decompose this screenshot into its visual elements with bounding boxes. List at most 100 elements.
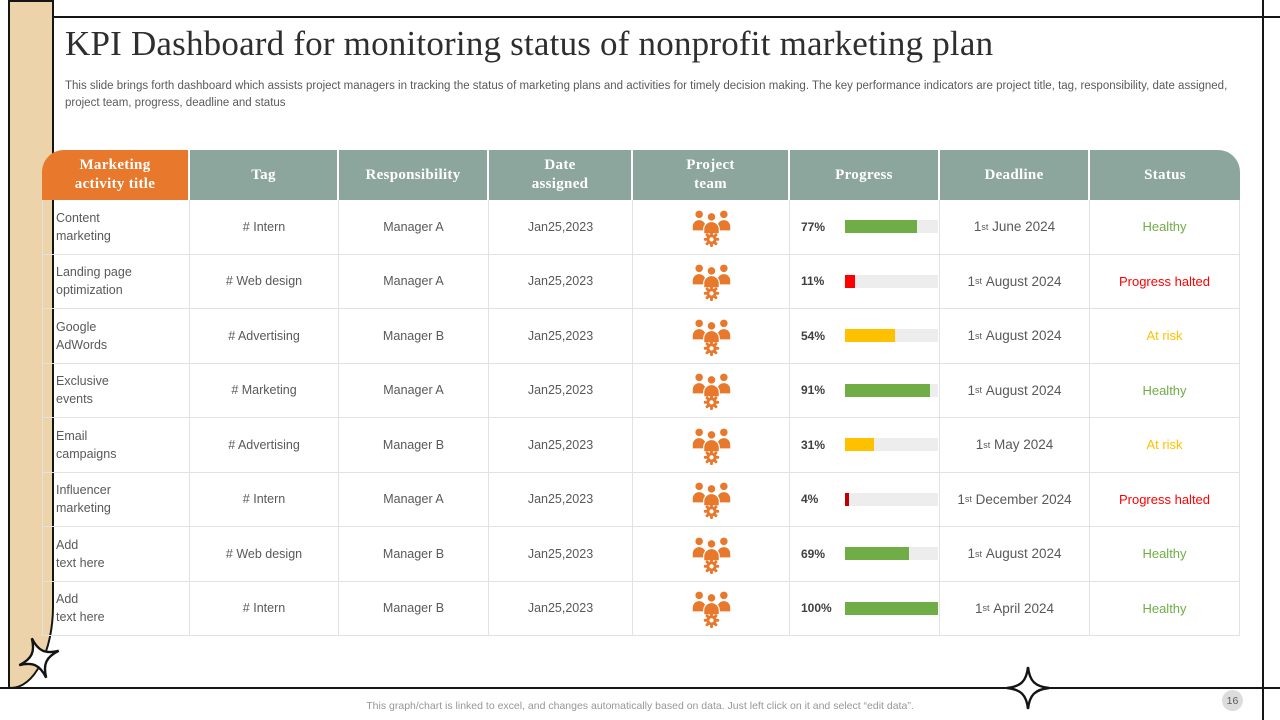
cell-date-assigned: Jan25,2023 <box>489 527 633 582</box>
progress-percent-label: 54% <box>801 328 826 343</box>
top-border-line <box>52 16 1280 18</box>
cell-date-assigned: Jan25,2023 <box>489 200 633 255</box>
cell-status: Progress halted <box>1090 254 1240 309</box>
cell-tag: # Advertising <box>190 309 339 364</box>
cell-tag: # Web design <box>190 527 339 582</box>
progress-bar-track <box>845 220 938 234</box>
progress-bar-track <box>845 383 938 397</box>
progress-bar-fill <box>845 329 896 343</box>
cell-status: At risk <box>1090 418 1240 473</box>
progress-percent-label: 11% <box>801 274 825 289</box>
project-team-icon <box>692 264 730 302</box>
column-header-status: Status <box>1090 150 1240 200</box>
table-body: Content marketing # Intern Manager A Jan25,… <box>42 200 1240 636</box>
cell-date-assigned: Jan25,2023 <box>489 363 633 418</box>
progress-bar-fill <box>845 383 930 397</box>
progress-bar-fill <box>845 547 910 561</box>
table-row: Content marketing # Intern Manager A Jan25,… <box>42 200 1240 255</box>
right-border-line <box>1262 0 1264 720</box>
bottom-border-line <box>0 687 1280 689</box>
progress-bar-fill <box>845 601 938 615</box>
cell-responsibility: Manager A <box>339 254 489 309</box>
cell-status: Healthy <box>1090 200 1240 255</box>
cell-activity-title: Exclusive events <box>42 363 190 418</box>
column-header-tag: Tag <box>190 150 339 200</box>
cell-progress: 77% <box>790 200 940 255</box>
progress-percent-label: 91% <box>801 383 826 398</box>
progress-percent-label: 4% <box>801 492 819 507</box>
progress-bar-fill <box>845 220 917 234</box>
table-row: Email campaigns # Advertising Manager B Jan… <box>42 418 1240 473</box>
cell-project-team <box>633 309 790 364</box>
table-row: Add text here # Web design Manager B Jan25,… <box>42 527 1240 582</box>
cell-project-team <box>633 581 790 636</box>
progress-percent-label: 100% <box>801 601 832 616</box>
cell-responsibility: Manager B <box>339 309 489 364</box>
cell-activity-title: Add text here <box>42 527 190 582</box>
sparkle-icon <box>1006 666 1050 710</box>
cell-activity-title: Content marketing <box>42 200 190 255</box>
cell-status: At risk <box>1090 309 1240 364</box>
column-header-progress: Progress <box>790 150 940 200</box>
cell-tag: # Web design <box>190 254 339 309</box>
cell-tag: # Intern <box>190 472 339 527</box>
cell-status: Healthy <box>1090 363 1240 418</box>
cell-tag: # Intern <box>190 200 339 255</box>
cell-project-team <box>633 472 790 527</box>
cell-status: Healthy <box>1090 581 1240 636</box>
table-row: Landing page optimization # Web design Man… <box>42 254 1240 309</box>
cell-project-team <box>633 363 790 418</box>
column-header-activity: Marketing activity title <box>42 150 190 200</box>
table-row: Add text here # Intern Manager B Jan25,2023 <box>42 581 1240 636</box>
cell-tag: # Intern <box>190 581 339 636</box>
column-header-deadline: Deadline <box>940 150 1090 200</box>
table-row: Google AdWords # Advertising Manager B Jan2… <box>42 309 1240 364</box>
cell-responsibility: Manager B <box>339 581 489 636</box>
cell-date-assigned: Jan25,2023 <box>489 472 633 527</box>
project-team-icon <box>692 210 730 247</box>
footer-note: This graph/chart is linked to excel, and… <box>366 700 914 712</box>
cell-progress: 31% <box>790 418 940 473</box>
cell-responsibility: Manager A <box>339 363 489 418</box>
cell-date-assigned: Jan25,2023 <box>489 254 633 309</box>
cell-activity-title: Add text here <box>42 581 190 636</box>
cell-tag: # Advertising <box>190 418 339 473</box>
column-header-date: Date assigned <box>489 150 633 200</box>
project-team-icon <box>692 482 730 520</box>
cell-progress: 4% <box>790 472 940 527</box>
column-header-team: Project team <box>633 150 790 200</box>
progress-bar-fill <box>845 274 856 288</box>
cell-progress: 100% <box>790 581 940 636</box>
cell-status: Progress halted <box>1090 472 1240 527</box>
page-subtitle: This slide brings forth dashboard which … <box>65 80 1228 110</box>
project-team-icon <box>692 373 730 411</box>
progress-bar-fill <box>845 492 849 506</box>
cell-project-team <box>633 200 790 255</box>
cell-tag: # Marketing <box>190 363 339 418</box>
cell-date-assigned: Jan25,2023 <box>489 309 633 364</box>
cell-responsibility: Manager A <box>339 472 489 527</box>
progress-bar-track <box>845 492 938 506</box>
cell-progress: 69% <box>790 527 940 582</box>
project-team-icon <box>692 428 730 465</box>
project-team-icon <box>692 319 730 356</box>
progress-bar-track <box>845 274 938 288</box>
cell-progress: 91% <box>790 363 940 418</box>
kpi-table[interactable]: Marketing activity title Tag Responsibilit… <box>42 150 1240 636</box>
cell-date-assigned: Jan25,2023 <box>489 418 633 473</box>
project-team-icon <box>692 537 730 574</box>
progress-percent-label: 77% <box>801 219 826 234</box>
progress-bar-track <box>845 438 938 452</box>
page-title: KPI Dashboard for monitoring status of n… <box>65 24 994 63</box>
table-row: Exclusive events # Marketing Manager A Jan2… <box>42 363 1240 418</box>
table-row: Influencer marketing # Intern Manager A Jan… <box>42 472 1240 527</box>
cell-project-team <box>633 254 790 309</box>
progress-bar-fill <box>845 438 874 452</box>
cell-activity-title: Email campaigns <box>42 418 190 473</box>
table-header-row: Marketing activity title Tag Responsibilit… <box>42 150 1240 200</box>
